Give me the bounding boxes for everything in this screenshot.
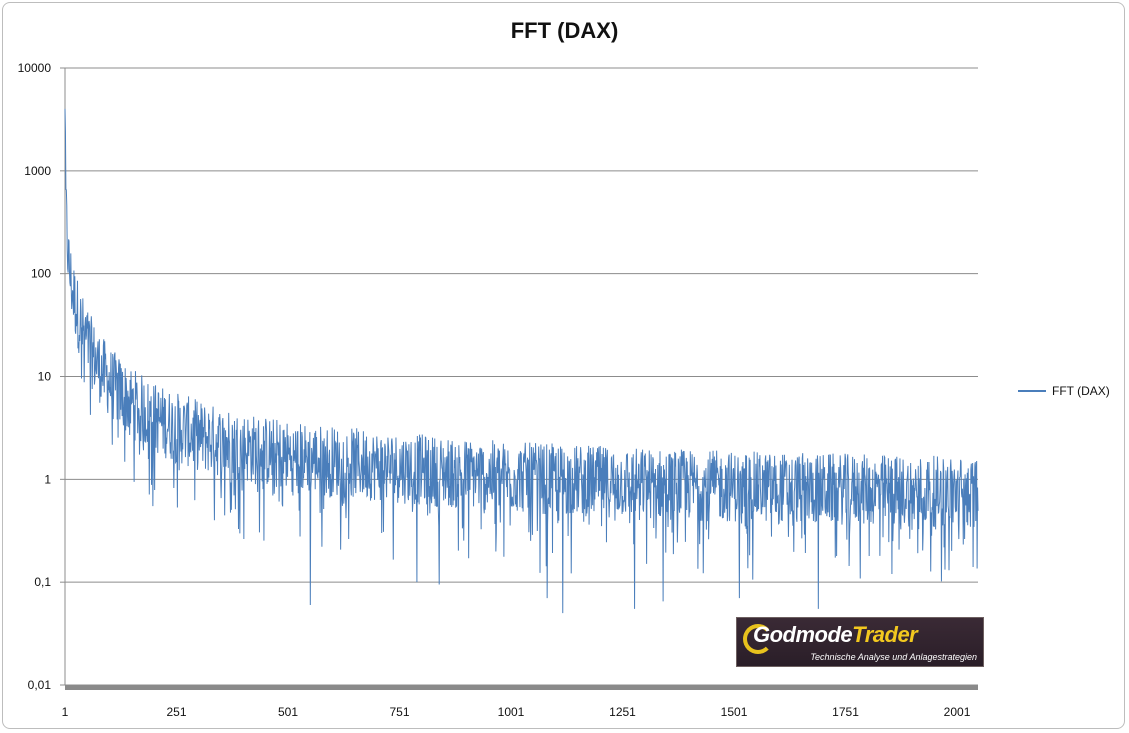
- logo-ring-icon: [743, 624, 773, 654]
- logo-word-1: Godmode: [753, 622, 853, 647]
- godmode-trader-logo: GodmodeTrader Technische Analyse und Anl…: [736, 617, 984, 667]
- x-axis-ticks: 1 251 501 751 1001 1251 1501 1751 2001: [62, 705, 971, 719]
- x-axis-bar: [65, 685, 978, 690]
- x-tick-label: 2001: [944, 705, 971, 719]
- y-tick-label: 10000: [18, 61, 52, 75]
- x-tick-label: 251: [166, 705, 186, 719]
- x-tick-label: 751: [389, 705, 409, 719]
- series-line-fft-dax: [64, 108, 979, 614]
- axes: [64, 68, 978, 690]
- logo-tagline: Technische Analyse und Anlagestrategien: [810, 652, 977, 662]
- y-tick-label: 1000: [24, 164, 51, 178]
- logo-wordmark: GodmodeTrader: [753, 622, 918, 648]
- legend: FFT (DAX): [1018, 384, 1110, 398]
- y-tick-label: 1: [44, 472, 51, 486]
- y-tick-label: 10: [38, 370, 52, 384]
- x-tick-label: 1751: [832, 705, 859, 719]
- x-tick-label: 1001: [498, 705, 525, 719]
- chart-title: FFT (DAX): [510, 18, 619, 43]
- x-tick-label: 1251: [609, 705, 636, 719]
- y-tick-label: 100: [31, 267, 51, 281]
- legend-label: FFT (DAX): [1052, 384, 1110, 398]
- x-tick-label: 1501: [721, 705, 748, 719]
- grid-lines: [65, 67, 978, 686]
- y-tick-label: 0,01: [28, 678, 52, 692]
- x-tick-label: 1: [62, 705, 69, 719]
- legend-swatch: [1018, 390, 1046, 392]
- y-tick-label: 0,1: [34, 575, 51, 589]
- logo-word-2: Trader: [852, 622, 918, 647]
- y-axis-ticks: 10000 1000 100 10 1 0,1 0,01: [18, 61, 65, 692]
- x-tick-label: 501: [278, 705, 298, 719]
